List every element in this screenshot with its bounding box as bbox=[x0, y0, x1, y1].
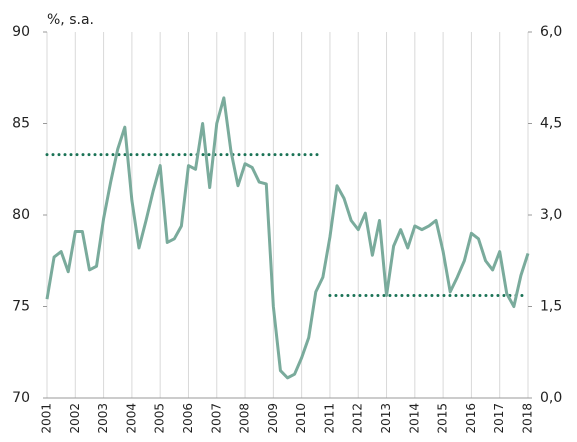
y2-tick-label: 6,0 bbox=[540, 24, 562, 40]
x-tick-label: 2018 bbox=[521, 403, 535, 434]
x-tick-label: 2002 bbox=[68, 403, 82, 434]
x-tick-label: 2004 bbox=[124, 403, 138, 434]
x-tick-label: 2009 bbox=[266, 403, 280, 434]
x-tick-label: 2010 bbox=[294, 403, 308, 434]
x-tick-label: 2008 bbox=[238, 403, 252, 434]
y-tick-label: 75 bbox=[12, 299, 30, 315]
x-tick-label: 2015 bbox=[436, 403, 450, 434]
y2-tick-label: 0,0 bbox=[540, 390, 562, 406]
y2-tick-label: 1,5 bbox=[540, 299, 562, 315]
y-tick-label: 90 bbox=[12, 24, 30, 40]
x-tick-label: 2012 bbox=[351, 403, 365, 434]
x-tick-label: 2005 bbox=[153, 403, 167, 434]
x-tick-label: 2001 bbox=[40, 403, 54, 434]
x-tick-label: 2007 bbox=[209, 403, 223, 434]
y-tick-label: 80 bbox=[12, 207, 30, 223]
x-tick-label: 2006 bbox=[181, 403, 195, 434]
x-tick-label: 2011 bbox=[322, 403, 336, 434]
y2-tick-label: 3,0 bbox=[540, 207, 562, 223]
y2-tick-label: 4,5 bbox=[540, 116, 562, 132]
x-tick-label: 2014 bbox=[407, 403, 421, 434]
x-tick-label: 2013 bbox=[379, 403, 393, 434]
unit-label: %, s.a. bbox=[47, 12, 94, 28]
x-tick-label: 2017 bbox=[492, 403, 506, 434]
y-tick-label: 70 bbox=[12, 390, 30, 406]
data-line bbox=[45, 96, 530, 380]
y-tick-label: 85 bbox=[12, 116, 30, 132]
x-tick-label: 2016 bbox=[464, 403, 478, 434]
x-tick-label: 2003 bbox=[96, 403, 110, 434]
